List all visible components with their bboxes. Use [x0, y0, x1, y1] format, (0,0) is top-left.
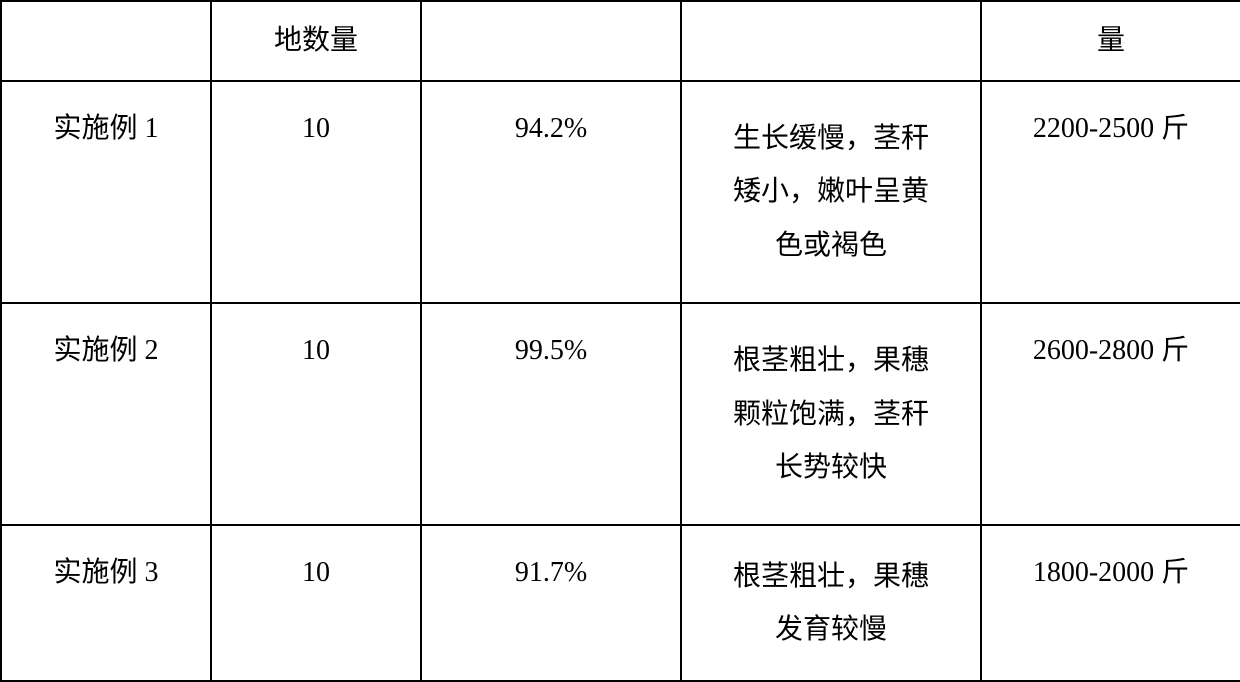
row-percent: 94.2%	[421, 81, 681, 303]
header-cell-3	[681, 1, 981, 81]
header-cell-0	[1, 1, 211, 81]
data-table: 地数量 量 实施例 1 10 94.2% 生长缓慢，茎秆 矮小，嫩叶呈黄 色或褐…	[0, 0, 1240, 682]
row-yield: 2200-2500 斤	[981, 81, 1240, 303]
row-desc: 根茎粗壮，果穗 发育较慢	[681, 525, 981, 681]
header-cell-1: 地数量	[211, 1, 421, 81]
table-row: 实施例 2 10 99.5% 根茎粗壮，果穗 颗粒饱满，茎秆 长势较快 2600…	[1, 303, 1240, 525]
row-yield: 2600-2800 斤	[981, 303, 1240, 525]
row-percent: 91.7%	[421, 525, 681, 681]
row-yield: 1800-2000 斤	[981, 525, 1240, 681]
row-desc: 生长缓慢，茎秆 矮小，嫩叶呈黄 色或褐色	[681, 81, 981, 303]
header-cell-4: 量	[981, 1, 1240, 81]
table-header-row: 地数量 量	[1, 1, 1240, 81]
table-row: 实施例 3 10 91.7% 根茎粗壮，果穗 发育较慢 1800-2000 斤	[1, 525, 1240, 681]
row-count: 10	[211, 525, 421, 681]
row-label: 实施例 2	[1, 303, 211, 525]
row-desc: 根茎粗壮，果穗 颗粒饱满，茎秆 长势较快	[681, 303, 981, 525]
header-cell-2	[421, 1, 681, 81]
row-percent: 99.5%	[421, 303, 681, 525]
row-count: 10	[211, 303, 421, 525]
row-label: 实施例 3	[1, 525, 211, 681]
table-row: 实施例 1 10 94.2% 生长缓慢，茎秆 矮小，嫩叶呈黄 色或褐色 2200…	[1, 81, 1240, 303]
row-label: 实施例 1	[1, 81, 211, 303]
row-count: 10	[211, 81, 421, 303]
